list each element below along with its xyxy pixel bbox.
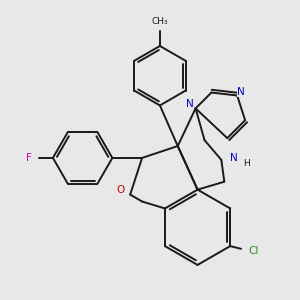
Text: O: O — [116, 184, 124, 195]
Text: N: N — [230, 153, 238, 163]
Text: N: N — [237, 86, 245, 97]
Text: Cl: Cl — [249, 246, 259, 256]
Text: H: H — [243, 159, 250, 168]
Text: N: N — [186, 99, 194, 110]
Text: CH₃: CH₃ — [152, 17, 168, 26]
Text: F: F — [26, 153, 32, 163]
